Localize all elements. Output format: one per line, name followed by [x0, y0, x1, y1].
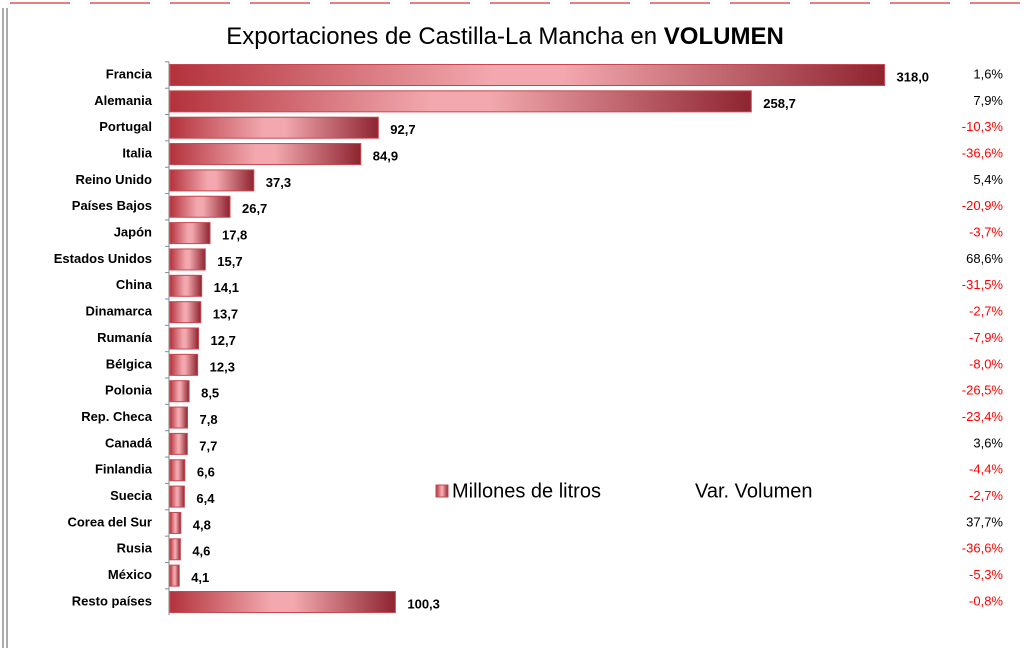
value-label: 258,7 — [763, 96, 796, 111]
category-label: Alemania — [94, 93, 153, 108]
bar — [169, 195, 231, 218]
value-label: 14,1 — [214, 280, 239, 295]
chart-title: Exportaciones de Castilla-La Mancha en V… — [226, 23, 784, 50]
variation-label: 7,9% — [973, 93, 1003, 108]
variation-label: -26,5% — [962, 383, 1004, 398]
bar — [169, 591, 396, 613]
category-label: Países Bajos — [72, 198, 152, 213]
variation-label: -10,3% — [962, 119, 1004, 134]
variation-label: -36,6% — [962, 541, 1004, 556]
title-text: Exportaciones de Castilla-La Mancha en — [226, 23, 657, 50]
variation-label: -36,6% — [962, 145, 1004, 160]
value-label: 92,7 — [390, 122, 415, 137]
value-label: 4,8 — [193, 517, 211, 532]
value-label: 17,8 — [222, 228, 247, 243]
bar — [169, 327, 200, 350]
variation-label: 37,7% — [966, 514, 1003, 529]
value-label: 6,4 — [196, 491, 215, 506]
bar — [169, 380, 190, 403]
bar — [169, 432, 188, 455]
value-label: 37,3 — [266, 175, 291, 190]
bar — [169, 353, 199, 376]
category-label: Reino Unido — [75, 172, 152, 187]
category-label: Bélgica — [106, 356, 153, 371]
variation-label: -0,8% — [969, 593, 1003, 608]
value-label: 13,7 — [213, 307, 238, 322]
category-label: Rep. Checa — [81, 409, 153, 424]
bar — [169, 169, 255, 192]
bar — [169, 538, 181, 561]
value-label: 100,3 — [407, 596, 440, 611]
value-label: 84,9 — [373, 148, 398, 163]
bar — [169, 511, 182, 534]
value-label: 4,1 — [191, 570, 209, 585]
category-label: Portugal — [99, 119, 152, 134]
value-label: 15,7 — [217, 254, 242, 269]
category-label: Finlandia — [95, 462, 153, 477]
category-label: Rusia — [117, 541, 153, 556]
category-label: Polonia — [105, 383, 153, 398]
bar — [169, 143, 362, 166]
variation-label: -4,4% — [969, 462, 1003, 477]
variation-label: 1,6% — [973, 66, 1003, 81]
category-label: México — [108, 567, 152, 582]
bar — [169, 485, 185, 508]
bar — [169, 222, 211, 245]
category-label: Canadá — [105, 435, 153, 450]
bar — [169, 274, 203, 297]
category-label: China — [116, 277, 153, 292]
category-label: Dinamarca — [86, 304, 153, 319]
value-label: 6,6 — [197, 465, 215, 480]
variation-label: -31,5% — [962, 277, 1004, 292]
bar — [169, 301, 202, 324]
category-label: Suecia — [110, 488, 153, 503]
value-label: 8,5 — [201, 386, 219, 401]
value-label: 4,6 — [192, 544, 210, 559]
variation-label: -3,7% — [969, 225, 1003, 240]
variation-label: 5,4% — [973, 172, 1003, 187]
bar — [169, 248, 206, 271]
bar — [169, 459, 186, 482]
category-label: Rumanía — [97, 330, 153, 345]
value-label: 7,8 — [200, 412, 218, 427]
bar — [169, 564, 180, 587]
category-label: Japón — [114, 225, 152, 240]
variation-label: -5,3% — [969, 567, 1003, 582]
variation-label: -23,4% — [962, 409, 1004, 424]
variation-label: -8,0% — [969, 356, 1003, 371]
category-label: Corea del Sur — [67, 514, 152, 529]
legend-label: Var. Volumen — [695, 480, 812, 502]
value-label: 12,7 — [211, 333, 236, 348]
bar — [169, 90, 752, 113]
value-label: 318,0 — [897, 69, 930, 84]
legend-label: Millones de litros — [452, 480, 601, 502]
category-label: Resto países — [72, 593, 152, 608]
variation-label: 68,6% — [966, 251, 1003, 266]
category-label: Francia — [106, 66, 153, 81]
value-label: 7,7 — [199, 438, 217, 453]
category-label: Estados Unidos — [54, 251, 152, 266]
variation-label: -2,7% — [969, 488, 1003, 503]
value-label: 12,3 — [210, 359, 235, 374]
bar — [169, 406, 189, 429]
variation-label: -7,9% — [969, 330, 1003, 345]
category-label: Italia — [122, 145, 152, 160]
variation-label: -2,7% — [969, 304, 1003, 319]
bar — [169, 116, 379, 139]
bar — [169, 64, 886, 86]
value-label: 26,7 — [242, 201, 267, 216]
legend-swatch — [435, 484, 449, 498]
variation-label: 3,6% — [973, 435, 1003, 450]
variation-label: -20,9% — [962, 198, 1004, 213]
title-bold: VOLUMEN — [664, 23, 784, 50]
